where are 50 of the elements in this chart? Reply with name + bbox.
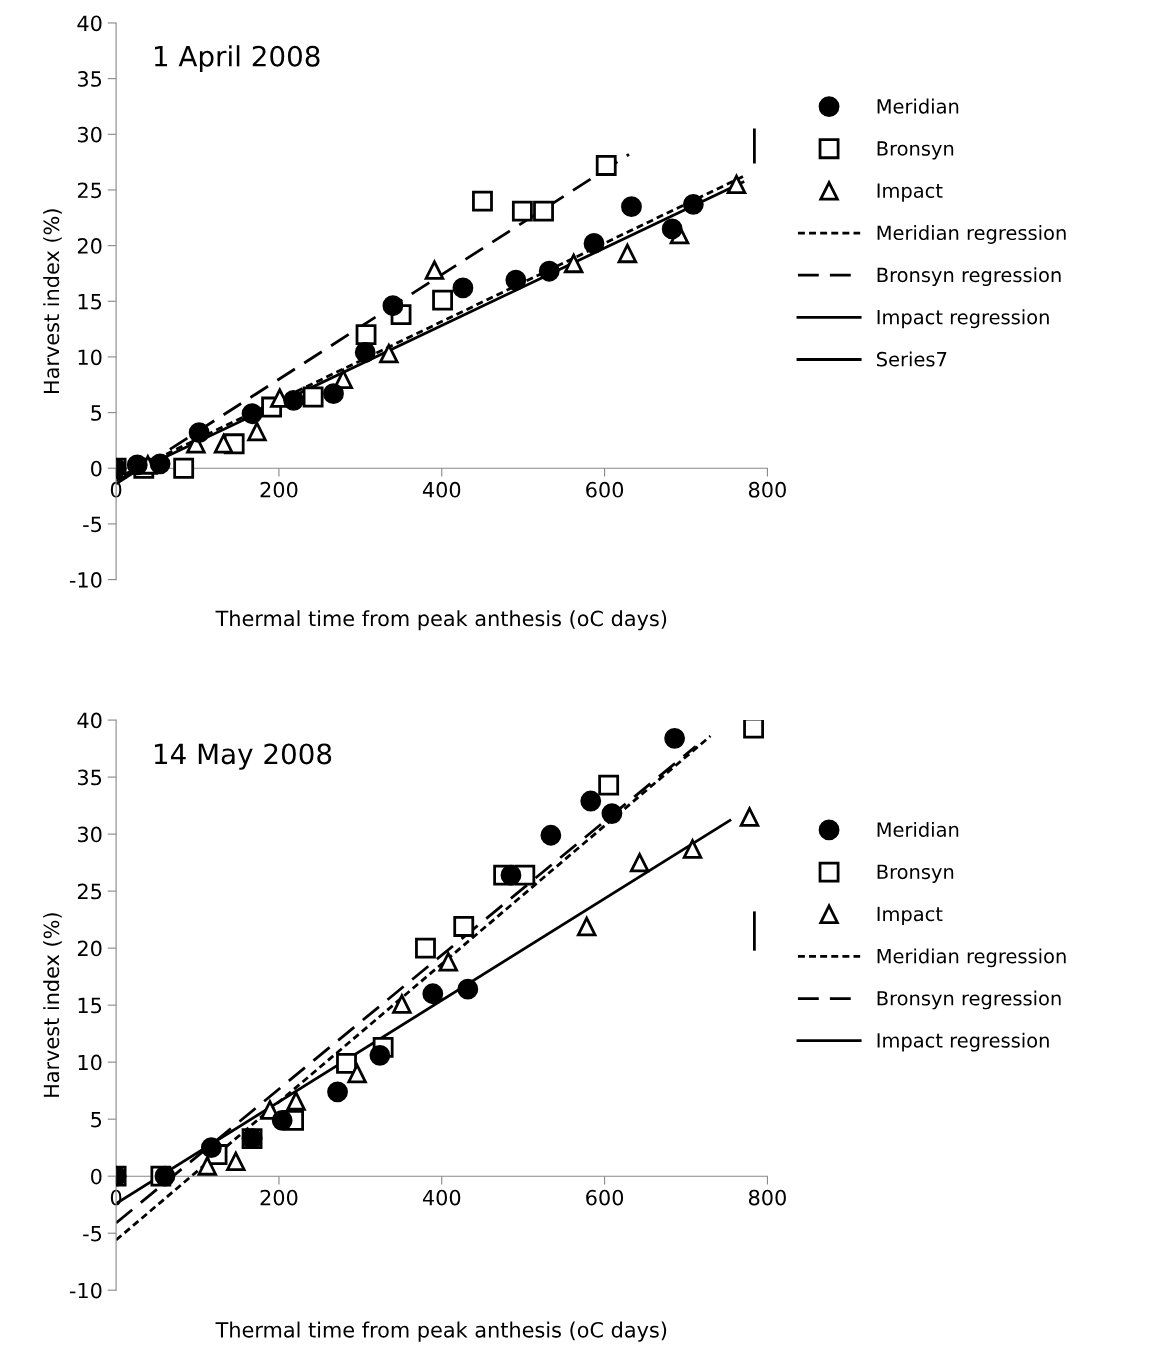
legend-label: Meridian <box>877 821 959 837</box>
legend-label: Bronsyn <box>877 864 954 883</box>
legend-label: Meridian regression <box>877 225 1066 244</box>
legend-label: Impact regression <box>877 309 1049 329</box>
y-tick-label: 20 <box>77 940 102 957</box>
x-tick-label: 400 <box>422 1189 461 1206</box>
legend-label: Impact regression <box>877 1032 1049 1052</box>
legend-label: Bronsyn regression <box>877 267 1061 287</box>
y-tick-label: 30 <box>77 826 102 843</box>
y-tick-label: 40 <box>77 712 102 729</box>
legend-label: Impact <box>877 906 943 926</box>
annotation: 14 May 2008 <box>154 743 332 770</box>
y-tick-label: -5 <box>83 516 102 533</box>
x-tick-label: 600 <box>586 481 624 498</box>
y-tick-label: 15 <box>78 294 102 310</box>
y-tick-label: 30 <box>77 126 102 143</box>
legend-label: Impact <box>877 183 943 202</box>
x-tick-label: 200 <box>260 481 298 498</box>
y-tick-label: 25 <box>77 883 102 900</box>
y-tick-label: 5 <box>91 1111 102 1128</box>
y-tick-label: -10 <box>69 572 102 588</box>
y-tick-label: -10 <box>69 1282 102 1299</box>
y-axis-title: Harvest index (%) <box>43 209 62 393</box>
legend-label: Bronsyn regression <box>877 990 1061 1010</box>
y-tick-label: 20 <box>77 238 102 254</box>
y-tick-label: 25 <box>77 182 102 199</box>
y-tick-label: 0 <box>91 1168 102 1185</box>
y-tick-label: 15 <box>78 997 102 1014</box>
y-tick-label: 40 <box>77 15 102 32</box>
y-axis-title: Harvest index (%) <box>43 913 62 1097</box>
y-tick-label: 35 <box>77 769 102 786</box>
x-tick-label: 600 <box>586 1189 624 1206</box>
legend-label: Meridian <box>877 98 959 114</box>
y-tick-label: 35 <box>77 71 102 87</box>
x-tick-label: 0 <box>110 481 122 498</box>
annotation: 1 April 2008 <box>154 45 320 73</box>
y-tick-label: 0 <box>91 460 102 477</box>
x-tick-label: 800 <box>748 481 786 498</box>
x-axis-title: Thermal time from peak anthesis (oC days) <box>215 610 667 631</box>
y-tick-label: 5 <box>91 405 102 421</box>
x-tick-label: 800 <box>748 1189 786 1206</box>
y-tick-label: -5 <box>83 1225 102 1242</box>
y-tick-label: 10 <box>78 1054 102 1071</box>
x-tick-label: 200 <box>260 1189 298 1206</box>
y-tick-label: 10 <box>78 349 102 366</box>
legend-label: Bronsyn <box>877 141 954 160</box>
legend-label: Meridian regression <box>877 948 1066 968</box>
x-axis-title: Thermal time from peak anthesis (oC days) <box>215 1321 667 1342</box>
x-tick-label: 400 <box>422 481 461 498</box>
legend-label: Series7 <box>877 351 947 367</box>
